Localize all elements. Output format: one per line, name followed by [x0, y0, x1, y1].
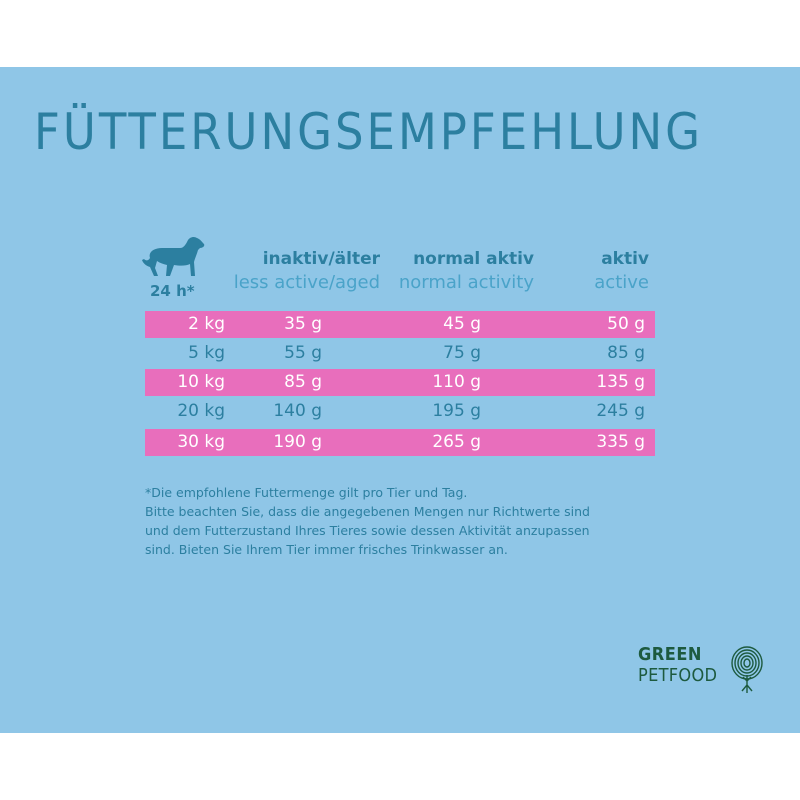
inactive-cell: 35 g: [284, 314, 322, 334]
column-header-de: inaktiv/älter: [262, 249, 380, 269]
footnote: *Die empfohlene Futtermenge gilt pro Tie…: [145, 483, 665, 559]
active-cell: 85 g: [607, 343, 645, 363]
inactive-cell: 190 g: [273, 432, 322, 452]
page-title: FÜTTERUNGSEMPFEHLUNG: [34, 103, 704, 161]
weight-cell: 2 kg: [188, 314, 225, 334]
column-header-active: aktiv active: [594, 248, 649, 296]
column-header-en: normal activity: [398, 272, 534, 293]
dog-icon: [142, 236, 205, 276]
active-cell: 335 g: [596, 432, 645, 452]
column-header-de: normal aktiv: [413, 249, 534, 269]
footnote-line: und dem Futterzustand Ihres Tieres sowie…: [145, 523, 590, 538]
footnote-line: sind. Bieten Sie Ihrem Tier immer frisch…: [145, 542, 508, 557]
column-header-inactive: inaktiv/älter less active/aged: [234, 248, 380, 296]
inactive-cell: 55 g: [284, 343, 322, 363]
weight-cell: 5 kg: [188, 343, 225, 363]
normal-cell: 110 g: [432, 372, 481, 392]
active-cell: 50 g: [607, 314, 645, 334]
footnote-line: Bitte beachten Sie, dass die angegebenen…: [145, 504, 590, 519]
table-row: 2 kg 35 g 45 g 50 g: [145, 311, 655, 338]
brand-logo: GREEN PETFOOD: [638, 645, 768, 695]
weight-cell: 20 kg: [177, 401, 225, 421]
table-row: 20 kg 140 g 195 g 245 g: [145, 398, 655, 425]
fingerprint-tree-icon: [731, 646, 763, 693]
weight-cell: 10 kg: [177, 372, 225, 392]
active-cell: 245 g: [596, 401, 645, 421]
column-header-normal: normal aktiv normal activity: [399, 248, 534, 296]
logo-line-1: GREEN: [638, 644, 702, 665]
normal-cell: 195 g: [432, 401, 481, 421]
background-panel: [0, 67, 800, 733]
inactive-cell: 85 g: [284, 372, 322, 392]
column-header-en: active: [594, 272, 649, 293]
table-row: 10 kg 85 g 110 g 135 g: [145, 369, 655, 396]
weight-cell: 30 kg: [177, 432, 225, 452]
table-row: 5 kg 55 g 75 g 85 g: [145, 340, 655, 367]
footnote-line: *Die empfohlene Futtermenge gilt pro Tie…: [145, 485, 468, 500]
logo-line-2: PETFOOD: [638, 665, 718, 686]
active-cell: 135 g: [596, 372, 645, 392]
column-header-de: aktiv: [601, 249, 649, 269]
inactive-cell: 140 g: [273, 401, 322, 421]
normal-cell: 265 g: [432, 432, 481, 452]
normal-cell: 75 g: [443, 343, 481, 363]
per-day-label: 24 h*: [150, 282, 195, 300]
normal-cell: 45 g: [443, 314, 481, 334]
table-row: 30 kg 190 g 265 g 335 g: [145, 429, 655, 456]
column-header-en: less active/aged: [233, 272, 380, 293]
